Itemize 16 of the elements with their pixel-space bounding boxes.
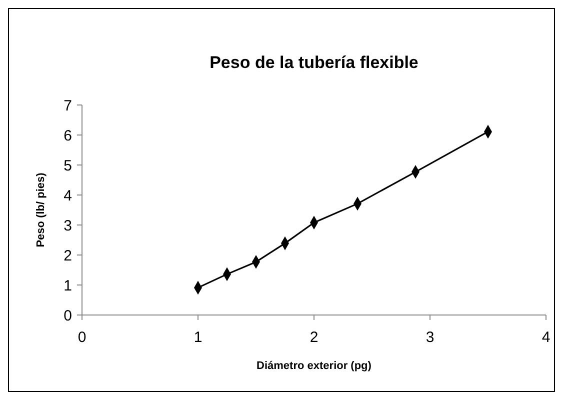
y-tick-label: 6 [64,127,72,144]
y-tick-label: 3 [64,217,72,234]
y-tick-label: 7 [64,97,72,114]
x-tick-label: 1 [194,329,202,346]
chart-title: Peso de la tubería flexible [210,53,418,72]
y-tick-label: 4 [64,187,72,204]
y-tick-label: 5 [64,157,72,174]
x-tick-label: 4 [542,329,550,346]
x-tick-label: 2 [310,329,318,346]
y-tick-label: 1 [64,277,72,294]
x-tick-label: 3 [426,329,434,346]
y-tick-label: 0 [64,307,72,324]
y-tick-label: 2 [64,247,72,264]
y-axis-title: Peso (lb/ pies) [35,172,47,248]
x-axis-title: Diámetro exterior (pg) [256,360,372,372]
x-tick-label: 0 [78,329,86,346]
